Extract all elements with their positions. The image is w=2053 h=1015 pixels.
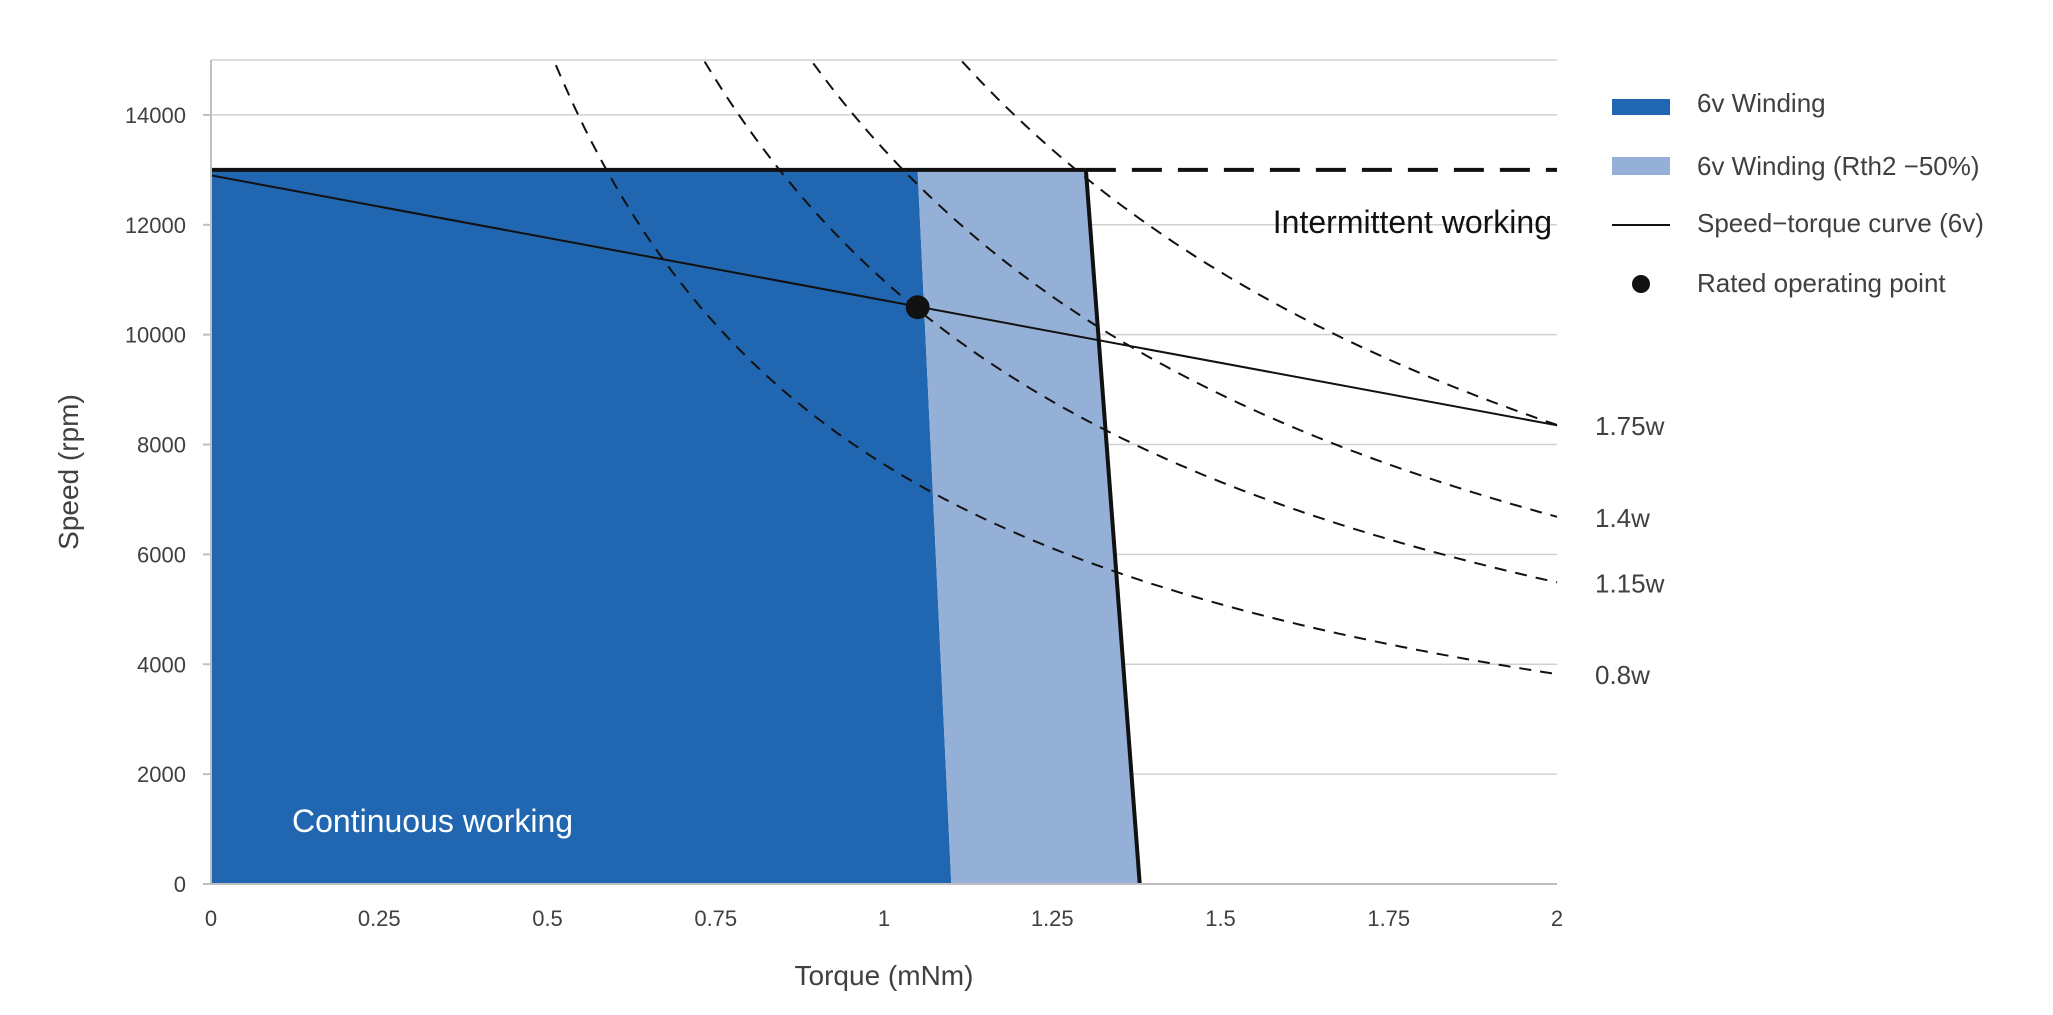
x-tick-label: 1 [878,906,890,931]
legend-swatch-rated-point [1632,275,1650,293]
x-tick-label: 0.5 [532,906,563,931]
y-axis-title: Speed (rpm) [53,394,84,550]
y-tick-label: 14000 [125,103,186,128]
legend-label-rth2: 6v Winding (Rth2 −50%) [1697,151,1980,181]
legend: 6v Winding 6v Winding (Rth2 −50%) Speed−to… [1612,88,1984,298]
rth2-region [917,169,1140,884]
power-curve [703,61,1558,584]
x-tick-label: 0.75 [694,906,737,931]
speed-torque-line [210,174,1558,427]
operating-regions [211,169,1140,884]
x-tick-label: 1.25 [1031,906,1074,931]
continuous-region [211,169,952,884]
y-tick-label: 0 [174,872,186,897]
x-tick-label: 0.25 [358,906,401,931]
x-axis-title: Torque (mNm) [795,960,974,991]
power-curves [554,60,1558,676]
y-tick-label: 4000 [137,652,186,677]
legend-label-rated-point: Rated operating point [1697,268,1946,298]
continuous-working-label: Continuous working [292,803,573,839]
legend-swatch-rth2 [1612,157,1670,175]
power-curve [961,60,1558,426]
x-tick-label: 1.75 [1367,906,1410,931]
thermal-limit-line [1083,169,1142,885]
y-tick-label: 2000 [137,762,186,787]
y-tick-label: 10000 [125,323,186,348]
rated-operating-point [905,295,930,320]
y-tick-label: 6000 [137,542,186,567]
power-curve [554,64,1558,676]
power-curve-label: 1.4w [1595,503,1650,533]
power-curve [812,62,1558,518]
power-curve-label: 0.8w [1595,660,1650,690]
legend-swatch-6v-winding [1612,99,1670,115]
power-curve-label: 1.15w [1595,568,1665,598]
x-tick-label: 2 [1551,906,1563,931]
intermittent-working-label: Intermittent working [1273,204,1552,240]
axes: 0 2000 4000 6000 8000 10000 12000 14000 0 0.25 0.5… [53,60,1563,991]
chart-lines [210,167,1558,885]
y-tick-label: 12000 [125,213,186,238]
legend-label-6v-winding: 6v Winding [1697,88,1826,118]
x-tick-label: 0 [205,906,217,931]
power-curve-label: 1.75w [1595,411,1665,441]
legend-label-speed-torque: Speed−torque curve (6v) [1697,208,1984,238]
y-tick-label: 8000 [137,433,186,458]
chart-labels: 1.75w 1.4w 1.15w 0.8w Continuous working Inte… [292,204,1665,839]
x-tick-label: 1.5 [1205,906,1236,931]
